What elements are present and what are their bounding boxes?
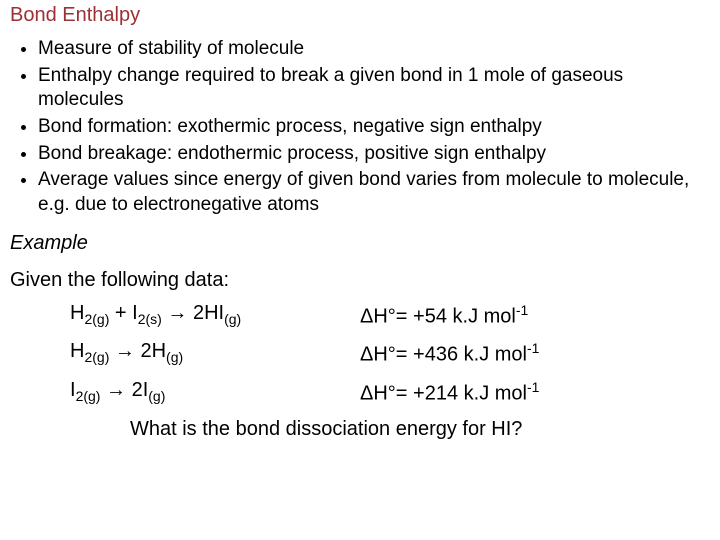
equation-rhs: ΔH°= +54 k.J mol-1 — [360, 302, 710, 329]
question-text: What is the bond dissociation energy for… — [130, 418, 710, 441]
example-heading: Example — [10, 232, 710, 255]
equation-row: I2(g) → 2I(g) ΔH°= +214 k.J mol-1 — [70, 379, 710, 406]
given-label: Given the following data: — [10, 269, 710, 292]
slide-title: Bond Enthalpy — [10, 4, 710, 27]
slide-container: Bond Enthalpy Measure of stability of mo… — [0, 0, 720, 441]
bullet-item: Average values since energy of given bon… — [38, 168, 710, 217]
equation-row: H2(g) + I2(s) → 2HI(g) ΔH°= +54 k.J mol-… — [70, 302, 710, 329]
equation-row: H2(g) → 2H(g) ΔH°= +436 k.J mol-1 — [70, 340, 710, 367]
equation-rhs: ΔH°= +436 k.J mol-1 — [360, 340, 710, 367]
equations-block: H2(g) + I2(s) → 2HI(g) ΔH°= +54 k.J mol-… — [70, 302, 710, 406]
bullet-item: Bond breakage: endothermic process, posi… — [38, 142, 710, 167]
equation-lhs: I2(g) → 2I(g) — [70, 379, 360, 406]
equation-lhs: H2(g) → 2H(g) — [70, 340, 360, 367]
bullet-item: Measure of stability of molecule — [38, 37, 710, 62]
bullet-item: Enthalpy change required to break a give… — [38, 64, 710, 113]
equation-lhs: H2(g) + I2(s) → 2HI(g) — [70, 302, 360, 329]
bullet-list: Measure of stability of molecule Enthalp… — [10, 37, 710, 218]
bullet-item: Bond formation: exothermic process, nega… — [38, 115, 710, 140]
equation-rhs: ΔH°= +214 k.J mol-1 — [360, 379, 710, 406]
